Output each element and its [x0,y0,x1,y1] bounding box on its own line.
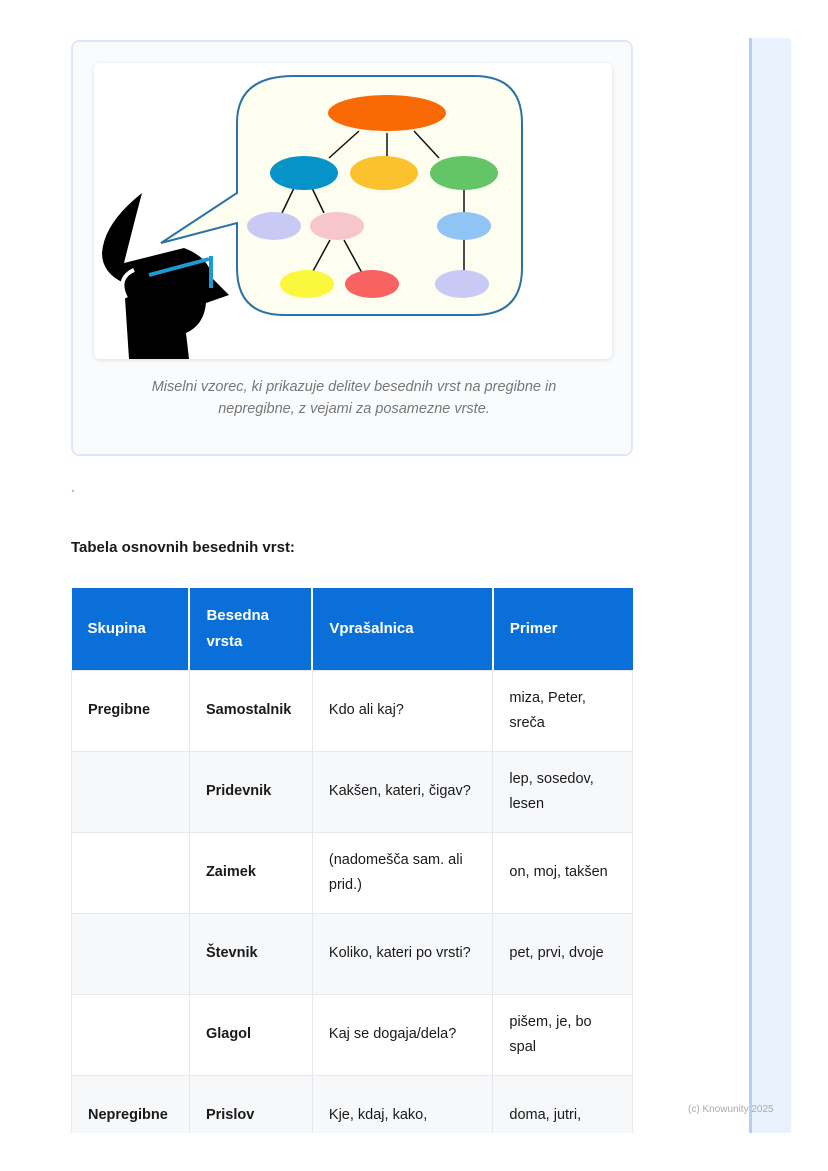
cell-skupina [71,750,190,833]
table-row: Nepregibne Prislov Kje, kdaj, kako, doma, j… [71,1074,633,1133]
cell-vprasalnica: (nadomešča sam. ali prid.) [311,831,494,914]
cell-vprasalnica: Kaj se dogaja/dela? [311,993,494,1076]
mind-map-node [280,270,334,298]
cell-primer: miza, Peter, sreča [492,669,633,752]
table-row: Pridevnik Kakšen, kateri, čigav? lep, sose… [71,750,633,833]
cell-besedna-vrsta: Števnik [188,912,313,995]
mind-map-node [270,156,338,190]
cell-skupina [71,831,190,914]
table-header-row: Skupina Besedna vrsta Vprašalnica Primer [71,588,633,670]
table-row: Števnik Koliko, kateri po vrsti? pet, prvi… [71,912,633,995]
cell-skupina [71,993,190,1076]
figure-caption: Miselni vzorec, ki prikazuje delitev bes… [151,379,557,417]
cell-primer: pišem, je, bo spal [492,993,633,1076]
cell-vprasalnica: Kdo ali kaj? [311,669,494,752]
word-classes-table: Skupina Besedna vrsta Vprašalnica Primer… [71,588,633,1133]
mind-map-node [328,95,446,131]
cell-primer: pet, prvi, dvoje [492,912,633,995]
cell-besedna-vrsta: Prislov [188,1074,313,1133]
mind-map-node [350,156,418,190]
mind-map-node [437,212,491,240]
cell-vprasalnica: Koliko, kateri po vrsti? [311,912,494,995]
mind-map-node [430,156,498,190]
cell-besedna-vrsta: Zaimek [188,831,313,914]
figure-card: Miselni vzorec, ki prikazuje delitev bes… [71,40,633,456]
cell-besedna-vrsta: Samostalnik [188,669,313,752]
cell-skupina: Nepregibne [71,1074,190,1133]
cell-skupina [71,912,190,995]
mind-map-node [435,270,489,298]
stray-mark: ` [71,488,75,502]
cell-primer: on, moj, takšen [492,831,633,914]
table-row: Glagol Kaj se dogaja/dela? pišem, je, bo s… [71,993,633,1076]
header-primer: Primer [492,588,633,670]
cell-skupina: Pregibne [71,669,190,752]
cell-primer: doma, jutri, [492,1074,633,1133]
table-row: Pregibne Samostalnik Kdo ali kaj? miza, Pet… [71,669,633,752]
mind-map-node [310,212,364,240]
cell-vprasalnica: Kje, kdaj, kako, [311,1074,494,1133]
mind-map-node [247,212,301,240]
cell-primer: lep, sosedov, lesen [492,750,633,833]
cell-besedna-vrsta: Pridevnik [188,750,313,833]
copyright: (c) Knowunity 2025 [688,1104,774,1115]
table-heading: Tabela osnovnih besednih vrst: [71,539,295,556]
mind-map-node [345,270,399,298]
header-vprasalnica: Vprašalnica [312,588,494,670]
header-skupina: Skupina [71,588,191,670]
table-row: Zaimek (nadomešča sam. ali prid.) on, moj,… [71,831,633,914]
side-panel [749,38,791,1133]
cell-besedna-vrsta: Glagol [188,993,313,1076]
header-besedna-vrsta: Besedna vrsta [189,588,314,670]
cell-vprasalnica: Kakšen, kateri, čigav? [311,750,494,833]
mind-map-illustration [94,63,612,359]
